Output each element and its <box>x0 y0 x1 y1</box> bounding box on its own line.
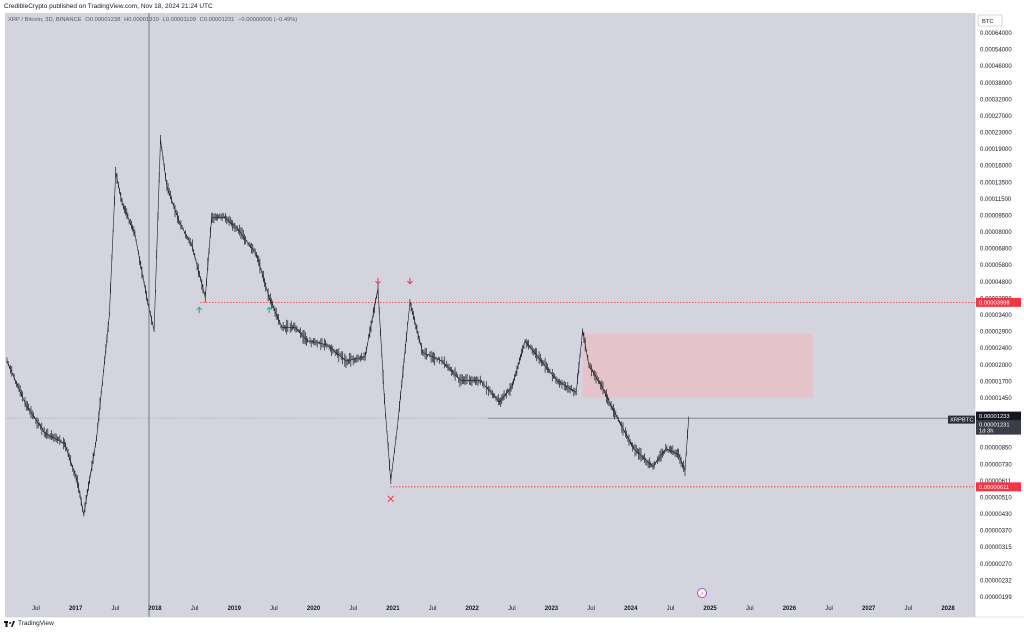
x-tick-label: Jul <box>349 606 357 612</box>
x-tick-label: Jul <box>111 606 119 612</box>
x-tick-label: Jul <box>191 606 199 612</box>
x-tick-label: 2018 <box>148 606 162 612</box>
y-tick-label: 0.00011500 <box>980 197 1012 203</box>
event-icon[interactable] <box>697 588 707 598</box>
event-icon-glyph: ↗ <box>700 592 704 598</box>
y-tick-label: 0.00000611 <box>980 479 1012 485</box>
y-tick-label: 0.00003400 <box>980 313 1012 319</box>
last-price-tag <box>976 411 1021 421</box>
y-tick-label: 0.00002900 <box>980 330 1012 336</box>
x-tick-label: 2025 <box>703 606 717 612</box>
y-tick-label: 0.00000730 <box>980 462 1012 468</box>
x-tick-label: Jul <box>270 606 278 612</box>
level-tag-lower-text: 0.00000611 <box>979 485 1009 491</box>
y-tick-label: 0.00000232 <box>980 578 1012 584</box>
y-tick-label: 0.00000270 <box>980 562 1012 568</box>
y-tick-label: 0.00006800 <box>980 247 1012 253</box>
currency-label: BTC <box>982 19 994 25</box>
up-arrow-marker <box>196 306 203 314</box>
chart-plot-area[interactable] <box>5 13 975 617</box>
y-tick-label: 0.00000199 <box>980 595 1012 601</box>
x-tick-label: 2023 <box>545 606 559 612</box>
currency-badge[interactable] <box>977 14 1003 27</box>
x-tick-label: 2021 <box>386 606 400 612</box>
x-tick-label: Jul <box>587 606 595 612</box>
y-tick-label: 0.00054000 <box>980 48 1012 54</box>
close-value: 0.00001231 <box>204 17 235 23</box>
y-tick-label: 0.00000370 <box>980 529 1012 535</box>
level-tag-upper-text: 0.00003998 <box>979 300 1010 306</box>
last-price-value: 0.00001231 <box>979 423 1010 429</box>
x-tick-label: Jul <box>825 606 833 612</box>
x-tick-label: 2028 <box>941 606 955 612</box>
y-tick-label: 0.00032000 <box>980 97 1012 103</box>
y-tick-label: 0.00064000 <box>980 31 1012 37</box>
footer-brand: TradingView <box>18 620 54 627</box>
y-tick-label: 0.00001700 <box>980 379 1012 385</box>
x-tick-label: 2020 <box>307 606 321 612</box>
x-tick-label: Jul <box>429 606 437 612</box>
footer: TradingView <box>4 618 54 630</box>
tradingview-logo-icon[interactable] <box>4 620 15 628</box>
change-value: −0.00000006 (−0.49%) <box>238 17 297 23</box>
up-arrow-marker <box>266 306 273 314</box>
y-tick-label: 0.00027000 <box>980 114 1012 120</box>
y-tick-label: 0.00002400 <box>980 346 1012 352</box>
x-tick-label: 2024 <box>624 606 638 612</box>
y-tick-label: 0.00008000 <box>980 230 1012 236</box>
x-tick-label: Jul <box>746 606 754 612</box>
x-tick-label: Jul <box>508 606 516 612</box>
x-tick-label: Jul <box>32 606 40 612</box>
x-tick-label: 2026 <box>783 606 797 612</box>
down-arrow-marker <box>407 277 413 285</box>
y-tick-label: 0.00019000 <box>980 147 1012 153</box>
last-price-detail <box>976 420 1021 435</box>
x-tick-label: 2022 <box>465 606 479 612</box>
y-tick-label: 0.00023000 <box>980 131 1012 137</box>
level-tag-lower <box>976 482 1021 492</box>
symbol-tag-text: XRPBTC <box>950 418 974 424</box>
symbol-label: XRP / Bitcoin, 3D, BINANCE <box>8 17 82 23</box>
publish-header: CredibleCrypto published on TradingView.… <box>4 3 213 10</box>
y-tick-label: 0.00000430 <box>980 512 1012 518</box>
y-tick-label: 0.00016000 <box>980 164 1012 170</box>
y-tick-label: 0.00005800 <box>980 263 1012 269</box>
level-tag-upper <box>976 297 1021 307</box>
y-tick-label: 0.00046000 <box>980 64 1012 70</box>
y-tick-label: 0.00000510 <box>980 495 1012 501</box>
x-tick-label: 2017 <box>69 606 83 612</box>
price-axis[interactable] <box>975 13 1024 617</box>
x-tick-label: Jul <box>905 606 913 612</box>
x-tick-label: 2027 <box>862 606 876 612</box>
symbol-tag <box>948 415 975 424</box>
y-tick-label: 0.00009500 <box>980 213 1012 219</box>
y-tick-label: 0.00038000 <box>980 81 1012 87</box>
y-tick-label: 0.00004800 <box>980 280 1012 286</box>
down-arrow-marker <box>375 277 381 285</box>
x-tick-label: Jul <box>667 606 675 612</box>
last-price-tag-text: 0.00001233 <box>979 414 1010 420</box>
y-tick-label: 0.00002000 <box>980 363 1012 369</box>
low-value: 0.00001109 <box>166 17 196 23</box>
last-price-countdown: 1d 3h <box>979 429 994 435</box>
chart-legend: XRP / Bitcoin, 3D, BINANCE O0.00001238 H… <box>8 17 297 23</box>
x-tick-label: 2019 <box>228 606 242 612</box>
y-tick-label: 0.00013500 <box>980 180 1012 186</box>
open-value: 0.00001238 <box>90 17 121 23</box>
target-zone <box>582 333 813 398</box>
y-tick-label: 0.00001450 <box>980 396 1012 402</box>
price-line <box>6 139 690 515</box>
high-value: 0.00001310 <box>128 17 159 23</box>
cross-marker <box>387 495 395 503</box>
y-tick-label: 0.00000850 <box>980 446 1012 452</box>
y-tick-label: 0.00000315 <box>980 545 1012 551</box>
